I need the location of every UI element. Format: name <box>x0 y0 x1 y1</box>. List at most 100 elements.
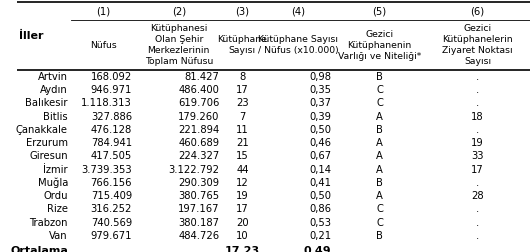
Text: 740.569: 740.569 <box>91 218 132 228</box>
Text: 21: 21 <box>236 138 249 148</box>
Text: A: A <box>376 151 383 161</box>
Text: 619.706: 619.706 <box>178 98 219 108</box>
Text: 316.252: 316.252 <box>91 204 132 214</box>
Text: 10: 10 <box>236 231 249 241</box>
Text: 17: 17 <box>471 165 484 175</box>
Text: 19: 19 <box>236 191 249 201</box>
Text: 0,86: 0,86 <box>309 204 331 214</box>
Text: (6): (6) <box>471 6 484 16</box>
Text: Ordu: Ordu <box>43 191 68 201</box>
Text: .: . <box>476 204 479 214</box>
Text: 0,14: 0,14 <box>309 165 331 175</box>
Text: 486.400: 486.400 <box>179 85 219 95</box>
Text: 327.886: 327.886 <box>91 112 132 121</box>
Text: 460.689: 460.689 <box>178 138 219 148</box>
Text: .: . <box>476 85 479 95</box>
Text: 0,50: 0,50 <box>309 191 331 201</box>
Text: 168.092: 168.092 <box>91 72 132 82</box>
Text: 33: 33 <box>471 151 484 161</box>
Text: 7: 7 <box>239 112 245 121</box>
Text: Kütüphanesi
Olan Şehir
Merkezlerinin
Toplam Nüfusu: Kütüphanesi Olan Şehir Merkezlerinin Top… <box>145 24 213 66</box>
Text: Kütüphane
Sayısı: Kütüphane Sayısı <box>217 35 267 55</box>
Text: 1.118.313: 1.118.313 <box>81 98 132 108</box>
Text: 15: 15 <box>236 151 249 161</box>
Text: 476.128: 476.128 <box>91 125 132 135</box>
Text: C: C <box>376 218 383 228</box>
Text: Aydın: Aydın <box>40 85 68 95</box>
Text: .: . <box>476 72 479 82</box>
Text: 3.739.353: 3.739.353 <box>82 165 132 175</box>
Text: 946.971: 946.971 <box>91 85 132 95</box>
Text: 0,21: 0,21 <box>309 231 331 241</box>
Text: (3): (3) <box>235 6 249 16</box>
Text: 417.505: 417.505 <box>91 151 132 161</box>
Text: 221.894: 221.894 <box>178 125 219 135</box>
Text: 3.122.792: 3.122.792 <box>168 165 219 175</box>
Text: (4): (4) <box>291 6 305 16</box>
Text: Van: Van <box>49 231 68 241</box>
Text: C: C <box>376 98 383 108</box>
Text: B: B <box>376 178 383 188</box>
Text: C: C <box>376 204 383 214</box>
Text: 19: 19 <box>471 138 484 148</box>
Text: 81.427: 81.427 <box>184 72 219 82</box>
Text: 0,53: 0,53 <box>309 218 331 228</box>
Text: A: A <box>376 165 383 175</box>
Text: 484.726: 484.726 <box>178 231 219 241</box>
Text: İzmir: İzmir <box>43 165 68 175</box>
Text: 0,39: 0,39 <box>309 112 331 121</box>
Text: B: B <box>376 125 383 135</box>
Text: Rize: Rize <box>47 204 68 214</box>
Text: Nüfus: Nüfus <box>90 41 117 50</box>
Text: 979.671: 979.671 <box>91 231 132 241</box>
Text: 715.409: 715.409 <box>91 191 132 201</box>
Text: 23: 23 <box>236 98 249 108</box>
Text: (1): (1) <box>96 6 110 16</box>
Text: 8: 8 <box>239 72 245 82</box>
Text: 17,23: 17,23 <box>225 246 260 252</box>
Text: 0,49: 0,49 <box>303 246 331 252</box>
Text: 0,35: 0,35 <box>309 85 331 95</box>
Text: 224.327: 224.327 <box>178 151 219 161</box>
Text: A: A <box>376 191 383 201</box>
Text: Bitlis: Bitlis <box>43 112 68 121</box>
Text: (2): (2) <box>172 6 186 16</box>
Text: Erzurum: Erzurum <box>26 138 68 148</box>
Text: Balıkesir: Balıkesir <box>25 98 68 108</box>
Text: (5): (5) <box>373 6 386 16</box>
Text: .: . <box>476 98 479 108</box>
Text: Kütüphane Sayısı
/ Nüfus (x10.000): Kütüphane Sayısı / Nüfus (x10.000) <box>258 35 339 55</box>
Text: 18: 18 <box>471 112 484 121</box>
Text: 380.187: 380.187 <box>178 218 219 228</box>
Text: 12: 12 <box>236 178 249 188</box>
Text: Giresun: Giresun <box>29 151 68 161</box>
Text: 17: 17 <box>236 85 249 95</box>
Text: Gezici
Kütüphanenin
Varlığı ve Niteliği*: Gezici Kütüphanenin Varlığı ve Niteliği* <box>338 30 421 61</box>
Text: .: . <box>476 125 479 135</box>
Text: İller: İller <box>19 31 44 41</box>
Text: Çanakkale: Çanakkale <box>16 125 68 135</box>
Text: Artvin: Artvin <box>38 72 68 82</box>
Text: 179.260: 179.260 <box>178 112 219 121</box>
Text: 766.156: 766.156 <box>91 178 132 188</box>
Text: 0,41: 0,41 <box>309 178 331 188</box>
Text: 28: 28 <box>471 191 484 201</box>
Text: 11: 11 <box>236 125 249 135</box>
Text: A: A <box>376 138 383 148</box>
Text: 0,46: 0,46 <box>309 138 331 148</box>
Text: 17: 17 <box>236 204 249 214</box>
Text: Ortalama: Ortalama <box>10 246 68 252</box>
Text: Trabzon: Trabzon <box>30 218 68 228</box>
Text: 290.309: 290.309 <box>178 178 219 188</box>
Text: 197.167: 197.167 <box>178 204 219 214</box>
Text: .: . <box>476 218 479 228</box>
Text: 0,67: 0,67 <box>309 151 331 161</box>
Text: Gezici
Kütüphanelerin
Ziyaret Noktası
Sayısı: Gezici Kütüphanelerin Ziyaret Noktası Sa… <box>442 24 513 66</box>
Text: B: B <box>376 231 383 241</box>
Text: 0,37: 0,37 <box>309 98 331 108</box>
Text: 44: 44 <box>236 165 249 175</box>
Text: 20: 20 <box>236 218 249 228</box>
Text: .: . <box>476 231 479 241</box>
Text: 0,98: 0,98 <box>309 72 331 82</box>
Text: C: C <box>376 85 383 95</box>
